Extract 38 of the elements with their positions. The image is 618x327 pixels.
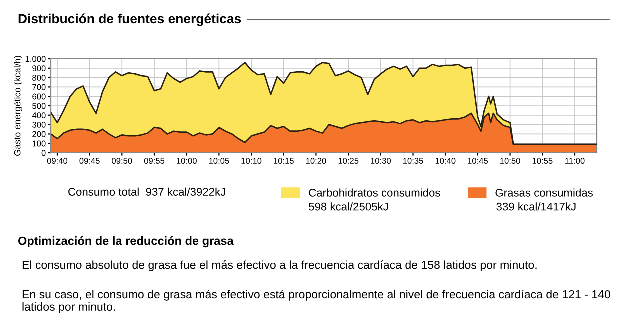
- y-tick-label: 900: [32, 66, 46, 72]
- legend-label: Carbohidratos consumidos: [309, 188, 440, 197]
- x-tick-label: 10:15: [274, 158, 294, 164]
- x-tick-label: 09:55: [144, 158, 165, 164]
- x-tick-label: 10:10: [242, 158, 262, 164]
- x-tick-label: 10:25: [338, 158, 359, 164]
- x-tick-label: 09:50: [112, 158, 132, 164]
- x-tick-label: 11:00: [566, 158, 585, 164]
- x-tick-label: 10:50: [500, 158, 520, 164]
- y-tick-label: 0: [42, 150, 46, 156]
- x-tick-label: 09:40: [47, 158, 68, 164]
- text: 598 kcal/2505kJ: [309, 202, 388, 211]
- y-axis-title: Gasto energético (kcal/h): [14, 56, 23, 156]
- y-tick-label: 600: [32, 94, 46, 100]
- text: Optimización de la reducción de grasa: [18, 236, 234, 248]
- y-tick-label: 500: [32, 103, 46, 110]
- x-tick-label: 10:00: [177, 158, 197, 164]
- y-tick-label: 1.000: [26, 56, 46, 62]
- y-tick-label: 300: [32, 122, 46, 128]
- text: Consumo total 937 kcal/3922kJ: [68, 188, 226, 196]
- x-tick-label: 10:20: [306, 158, 326, 164]
- y-tick-label: 100: [32, 140, 46, 147]
- x-tick-label: 09:45: [80, 158, 100, 164]
- text: 339 kcal/1417kJ: [496, 202, 576, 211]
- y-tick-label: 800: [32, 75, 46, 81]
- x-tick-label: 10:40: [436, 158, 456, 164]
- x-tick-label: 10:30: [371, 158, 392, 164]
- text: El consumo absoluto de grasa fue el más efectivo a la frecuencia cardíaca de 158 latidos por minuto.: [22, 260, 537, 272]
- chart-title: Distribución de fuentes energéticas: [18, 14, 242, 26]
- y-tick-label: 400: [32, 112, 46, 118]
- x-tick-label: 10:35: [403, 158, 424, 164]
- x-tick-label: 10:45: [468, 158, 488, 164]
- x-tick-label: 10:05: [209, 158, 230, 164]
- y-tick-label: 200: [32, 131, 46, 138]
- y-tick-label: 700: [32, 84, 46, 90]
- x-tick-label: 10:55: [532, 158, 553, 164]
- legend-label: Grasas consumidas: [496, 188, 593, 197]
- text: En su caso, el consumo de grasa más efectivo está proporcionalmente al nivel de frecuencia cardíaca de 121 - 140 latidos por minuto.: [22, 290, 610, 314]
